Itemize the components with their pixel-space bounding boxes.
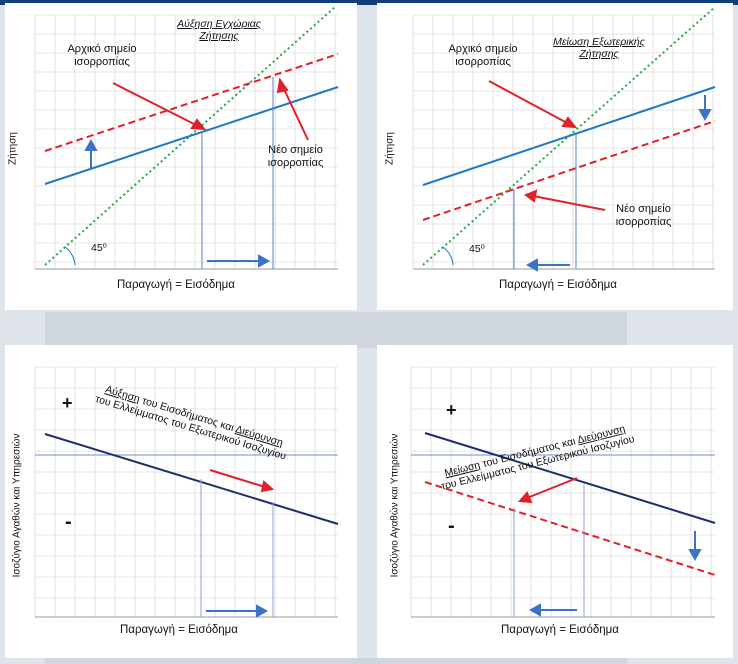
panel1-shift-up-arrow — [84, 138, 98, 168]
panel1-x-label: Παραγωγή = Εισόδημα — [117, 279, 235, 291]
panel4-plot — [410, 366, 716, 618]
panel4-balance-curve — [424, 432, 716, 524]
panel2-shift-down-arrow — [698, 95, 712, 122]
panel-foreign-demand-decrease: Μείωση Εξωτερικής Ζήτησης Αρχικό σημείο … — [377, 3, 733, 310]
panel2-angle-label: 45⁰ — [469, 243, 485, 255]
panel2-x-label: Παραγωγή = Εισόδημα — [499, 279, 617, 291]
middle-band — [45, 312, 627, 348]
panel2-demand-curve — [422, 86, 716, 186]
panel4-movement-arrow — [517, 477, 578, 504]
panel3-movement-arrow — [209, 469, 275, 493]
panel-income-decrease-balance: Μείωση του Εισοδήματος και Διεύρυνση του… — [377, 345, 733, 658]
panel2-y-label: Ζήτηση — [384, 132, 396, 165]
panel2-initial-arrow — [488, 80, 578, 129]
panel4-grid — [410, 366, 715, 617]
panel1-title: Αύξηση Εγχώριας Ζήτησης — [177, 18, 261, 42]
panel2-grid — [412, 14, 715, 269]
panel3-x-label: Παραγωγή = Εισόδημα — [120, 624, 238, 636]
panel2-new-arrow — [523, 189, 606, 211]
panel3-output-arrow — [206, 604, 269, 618]
panel4-new-balance-curve — [424, 481, 716, 576]
panel1-plot — [34, 6, 339, 270]
panel4-output-arrow — [528, 603, 577, 617]
panel1-new-label: Νέο σημείο ισορροπίας — [267, 144, 324, 169]
panel2-new-demand-curve — [422, 120, 716, 221]
panel1-new-demand-curve — [44, 53, 339, 152]
panel1-y-label: Ζήτηση — [7, 132, 19, 165]
top-strip — [0, 0, 738, 5]
panel1-initial-label: Αρχικό σημείο ισορροπίας — [67, 43, 137, 68]
panel2-title: Μείωση Εξωτερικής Ζήτησης — [553, 36, 645, 60]
panel3-plot — [34, 366, 339, 618]
panel3-balance-curve — [44, 433, 339, 525]
panel3-plus-sign: + — [62, 393, 73, 413]
panel4-y-label: Ισοζύγιο Αγαθών και Υπηρεσιών — [389, 433, 401, 578]
panel4-x-label: Παραγωγή = Εισόδημα — [501, 624, 619, 636]
panel-income-increase-balance: Αύξηση του Εισοδήματος και Διεύρυνση του… — [5, 345, 357, 658]
panel2-plot — [412, 6, 716, 272]
panel2-output-arrow — [525, 258, 570, 272]
panel4-shift-down-arrow — [688, 531, 702, 562]
panel1-demand-curve — [44, 86, 339, 185]
panel4-plus-sign: + — [446, 400, 457, 420]
panel2-angle-arc — [442, 246, 454, 266]
panel1-initial-arrow — [112, 82, 207, 131]
panel3-grid — [34, 366, 338, 617]
panel1-angle-label: 45⁰ — [91, 242, 107, 254]
panel1-angle-arc — [64, 246, 76, 266]
panel1-grid — [34, 14, 338, 269]
panel1-output-arrow — [207, 254, 271, 268]
panel2-new-label: Νέο σημείο ισορροπίας — [615, 203, 672, 228]
panel-domestic-demand-increase: Αύξηση Εγχώριας Ζήτησης Αρχικό σημείο ισ… — [5, 3, 357, 310]
bottom-band — [45, 658, 627, 664]
panel3-minus-sign: - — [65, 511, 72, 533]
panel2-initial-label: Αρχικό σημείο ισορροπίας — [448, 43, 518, 68]
panel3-y-label: Ισοζύγιο Αγαθών και Υπηρεσιών — [11, 433, 23, 578]
panel1-new-arrow — [276, 77, 309, 141]
panel4-minus-sign: - — [448, 515, 455, 537]
